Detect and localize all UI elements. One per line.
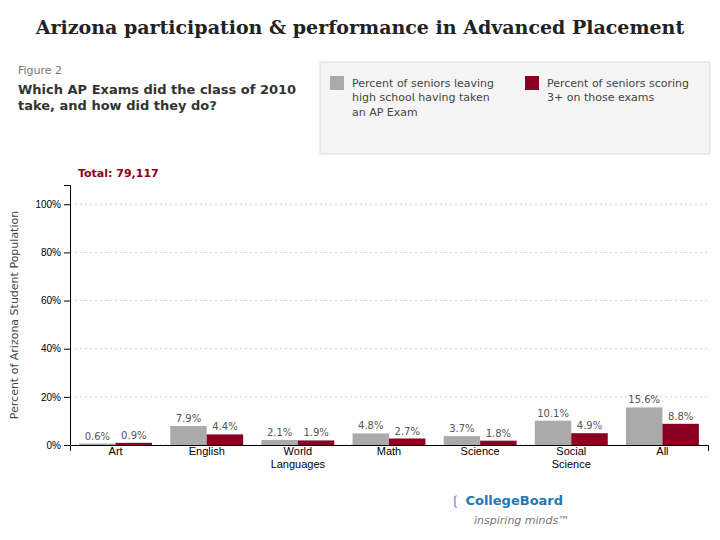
- bar: [662, 424, 698, 445]
- bar: [535, 421, 571, 445]
- bar: [170, 426, 206, 445]
- data-label: 8.8%: [668, 411, 693, 422]
- bar: [444, 436, 480, 445]
- legend-label: Percent of seniors scoring3+ on those ex…: [547, 77, 689, 104]
- y-tick: 40%: [41, 343, 70, 354]
- grid-line: [70, 300, 708, 301]
- y-axis: 0% 20% 40% 60% 80% 100%: [35, 186, 70, 451]
- text-line: Languages: [271, 458, 326, 470]
- y-tick: 100%: [35, 199, 70, 210]
- x-axis: ArtEnglishWorldLanguagesMathScienceSocia…: [71, 445, 709, 470]
- x-tick: Art: [109, 445, 123, 457]
- legend-label: Percent of seniors leavinghigh school ha…: [352, 77, 494, 119]
- bar: [353, 433, 389, 445]
- text-line: 3+ on those exams: [547, 91, 654, 104]
- legend: Percent of seniors leavinghigh school ha…: [320, 62, 710, 154]
- bar: [207, 434, 243, 445]
- bars: [79, 407, 699, 445]
- text-line: English: [189, 445, 225, 457]
- data-label: 2.7%: [395, 426, 420, 437]
- data-label: 0.6%: [85, 431, 110, 442]
- data-label: 7.9%: [176, 413, 201, 424]
- data-labels: 0.6% 7.9% 2.1% 4.8% 3.7% 10.1% 15.6% 0.9% 4.4% 1.…: [85, 394, 694, 441]
- data-label: 0.9%: [121, 430, 146, 441]
- y-tick: 80%: [41, 247, 70, 258]
- x-tick: Science: [461, 445, 500, 457]
- y-tick-label: 60%: [41, 295, 61, 306]
- text-line: Art: [109, 445, 123, 457]
- text-line: Percent of seniors leaving: [352, 77, 494, 90]
- y-tick: 60%: [41, 295, 70, 306]
- x-tick-label: Art: [109, 445, 123, 457]
- y-tick-mark: [64, 252, 70, 253]
- legend-swatch: [330, 76, 344, 90]
- grid: [70, 204, 708, 445]
- bar: [571, 433, 607, 445]
- y-tick-label: 40%: [41, 343, 61, 354]
- text-line: Which AP Exams did the class of 2010: [18, 82, 296, 97]
- y-axis-title: Percent of Arizona Student Population: [8, 211, 21, 419]
- subtitle: Which AP Exams did the class of 2010take…: [18, 82, 296, 113]
- x-tick-label: SocialScience: [552, 445, 591, 470]
- text-line: Science: [552, 458, 591, 470]
- x-tick: SocialScience: [552, 445, 591, 470]
- y-tick-mark: [64, 301, 70, 302]
- grid-line: [70, 204, 708, 205]
- plot: 0.6% 7.9% 2.1% 4.8% 3.7% 10.1% 15.6% 0.9% 4.4% 1.…: [35, 186, 708, 470]
- data-label: 4.8%: [358, 420, 383, 431]
- logo-tagline: inspiring minds™: [474, 514, 569, 527]
- text-line: high school having taken: [352, 91, 490, 104]
- data-label: 10.1%: [537, 408, 569, 419]
- text-line: Social: [556, 445, 586, 457]
- text-line: an AP Exam: [352, 106, 418, 119]
- legend-item: Percent of seniors leavinghigh school ha…: [330, 76, 494, 119]
- text-line: World: [284, 445, 313, 457]
- data-label: 2.1%: [267, 427, 292, 438]
- y-tick: 0%: [47, 440, 70, 451]
- y-tick-label: 100%: [35, 199, 61, 210]
- legend-item: Percent of seniors scoring3+ on those ex…: [525, 76, 689, 104]
- y-axis-line: [64, 186, 71, 446]
- y-tick: 20%: [41, 392, 70, 403]
- x-tick: All: [656, 445, 668, 457]
- y-tick-label: 20%: [41, 392, 61, 403]
- total-label: Total: 79,117: [78, 167, 159, 180]
- data-label: 15.6%: [628, 394, 660, 405]
- bar: [626, 407, 662, 445]
- text-line: All: [656, 445, 668, 457]
- x-tick: English: [189, 445, 225, 457]
- x-tick-label: Science: [461, 445, 500, 457]
- y-tick-mark: [64, 445, 70, 446]
- y-tick-label: 0%: [47, 440, 62, 451]
- x-tick-label: All: [656, 445, 668, 457]
- x-tick: WorldLanguages: [271, 445, 326, 470]
- data-label: 1.8%: [486, 428, 511, 439]
- y-tick-label: 80%: [41, 247, 61, 258]
- data-label: 3.7%: [449, 423, 474, 434]
- data-label: 4.4%: [212, 421, 237, 432]
- title: Arizona participation & performance in A…: [35, 16, 685, 38]
- x-tick-label: WorldLanguages: [271, 445, 326, 470]
- text-line: Percent of seniors scoring: [547, 77, 689, 90]
- data-label: 1.9%: [303, 427, 328, 438]
- grid-line: [70, 348, 708, 349]
- text-line: take, and how did they do?: [18, 98, 217, 113]
- y-tick-mark: [64, 349, 70, 350]
- y-tick-mark: [64, 397, 70, 398]
- grid-line: [70, 252, 708, 253]
- x-tick: Math: [377, 445, 401, 457]
- legend-background: [320, 62, 710, 154]
- data-label: 4.9%: [577, 420, 602, 431]
- y-tick-mark: [64, 204, 70, 205]
- figure-label: Figure 2: [18, 64, 62, 77]
- grid-line: [70, 396, 708, 397]
- legend-swatch: [525, 76, 539, 90]
- text-line: Math: [377, 445, 401, 457]
- chart: Arizona participation & performance in A…: [0, 0, 720, 540]
- text-line: Science: [461, 445, 500, 457]
- x-tick-label: English: [189, 445, 225, 457]
- logo: ❲ CollegeBoard: [450, 493, 563, 509]
- x-tick-label: Math: [377, 445, 401, 457]
